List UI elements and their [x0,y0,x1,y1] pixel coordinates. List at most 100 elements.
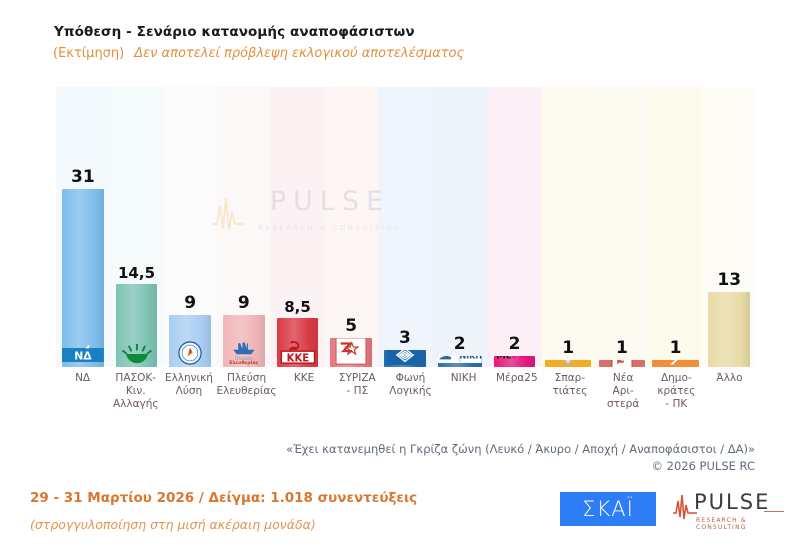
x-axis-label-line: Φωνή [395,372,426,384]
bar [652,360,699,367]
bar-value-label: 9 [184,293,197,314]
kke-logo: ΚΚΕ [277,341,319,367]
bar-column: 3 [378,87,432,367]
mera25-logo: Μέ ΡΑ 25 [494,355,536,367]
chart-plot-area: 31 ΝΔ 14,5 9 9 Πλεύση Ελευθερίας 8,5 ΚΚΕ 5 3 2 ΝΙΚΗ 2… [56,87,757,367]
bar [545,360,592,367]
x-axis-label-line: Ελληνική [164,372,213,384]
subtitle-row: (Εκτίμηση) Δεν αποτελεί πρόβλεψη εκλογικ… [53,46,464,61]
pasok-logo [116,341,158,367]
niki-logo: ΝΙΚΗ [437,355,482,367]
pulse-logo: PULSE RESEARCH & CONSULTING [672,491,784,531]
bar-value-label: 9 [237,293,250,314]
bar-value-label: 2 [508,333,521,354]
x-axis-label: Πλεύση Ελευθερίας [216,372,278,411]
bar-value-label: 31 [71,167,95,188]
x-axis-label-line: Μέρα25 [495,372,538,384]
x-axis-label: ΠΑΣΟΚ-Κιν. Αλλαγής [109,372,162,411]
x-axis-label-line: Λύση [175,385,203,398]
x-axis-labels: ΝΔ ΠΑΣΟΚ-Κιν. Αλλαγής Ελληνική Λύση Πλεύση Ελε… [56,372,756,411]
bar [708,292,751,367]
elliniki-lysi-logo [169,341,211,367]
bar-value-label: 5 [345,316,358,337]
svg-text:Μέ: Μέ [496,356,511,362]
grey-zone-note: «Έχει κατανεμηθεί η Γκρίζα ζώνη (Λευκό /… [286,442,755,456]
pulse-logo-rule [764,511,784,512]
nd-logo: ΝΔ [61,341,104,367]
x-axis-label-line: Άλλο [716,372,743,384]
x-axis-label: Σπαρ-τιάτες [543,372,596,411]
bar-value-label: 1 [669,338,682,358]
bar: Πλεύση Ελευθερίας [222,315,265,367]
x-axis-label: Νέα Αρι-στερά [597,372,650,411]
bar: ΝΙΚΗ [437,355,482,367]
disclaimer-text: Δεν αποτελεί πρόβλεψη εκλογικού αποτελέσ… [134,46,465,61]
x-axis-label-line: Αλλαγής [112,398,159,411]
bar-column: 13 [702,87,757,367]
foni-logikis-logo [384,349,426,367]
x-axis-label: ΚΚΕ [278,372,331,411]
bar: ΝΔ [61,189,104,367]
x-axis-label-line: Νέα [612,372,634,384]
x-axis-label-line: κράτες [657,385,696,398]
bar-column: 9 [163,87,218,367]
bar-column: 5 [324,87,379,367]
x-axis-label-line: Δημο- [660,372,692,384]
x-axis-label-line: - ΠΣ [346,385,369,398]
bar-column: 1 [541,87,596,367]
bar [330,338,373,367]
x-axis-label-line: ΣΥΡΙΖΑ [338,372,376,384]
x-axis-label: Δημο-κράτες - ΠΚ [650,372,703,411]
rounding-note: (στρογγυλοποίηση στη μισή ακέραιη μονάδα… [30,517,316,532]
x-axis-label-line: ΚΚΕ [293,372,315,384]
x-axis-label-line: Αρι- [612,385,634,398]
x-axis-label-line: Λογικής [389,385,432,398]
copyright-note: © 2026 PULSE RC [651,459,755,473]
bar-value-label: 1 [562,338,575,358]
spartiates-logo [555,360,581,367]
pleusi-eleftherias-logo: Πλεύση Ελευθερίας [223,341,265,367]
pulse-wave-icon-small [673,494,697,520]
page-title: Υπόθεση - Σενάριο κατανομής αναποφάσιστω… [54,24,415,40]
syriza-logo [330,338,372,367]
x-axis-label: Άλλο [703,372,756,411]
bar: Μέ ΡΑ 25 [493,355,536,367]
x-axis-label: Ελληνική Λύση [162,372,215,411]
svg-text:ΡΑ: ΡΑ [512,356,527,362]
x-axis-label-line: ΝΙΚΗ [450,372,477,384]
bar [598,360,645,367]
x-axis-label: ΝΔ [56,372,109,411]
svg-text:Ελευθερίας: Ελευθερίας [229,359,259,365]
svg-text:ΝΙΚΗ: ΝΙΚΗ [459,356,481,361]
bar-column: 9 Πλεύση Ελευθερίας [217,87,271,367]
x-axis-label-line: στερά [607,398,640,411]
bar-value-label: 13 [717,270,742,291]
bar: ΚΚΕ [276,318,319,367]
bar-value-label: 1 [615,338,628,358]
bar [383,349,426,367]
nea-aristera-logo [609,360,635,367]
svg-text:Πλεύση: Πλεύση [235,355,253,362]
x-axis-label-line: Πλεύση [226,372,267,384]
bar-value-label: 8,5 [284,298,311,317]
estimate-tag: (Εκτίμηση) [53,46,125,61]
svg-text:ΝΔ: ΝΔ [74,350,92,363]
bar-column: 1 [595,87,649,367]
bar-column: 2 ΝΙΚΗ [431,87,488,367]
bar-column: 14,5 [109,87,164,367]
bar [169,315,212,367]
bar-column: 2 Μέ ΡΑ 25 [487,87,542,367]
fieldwork-info: 29 - 31 Μαρτίου 2026 / Δείγμα: 1.018 συν… [30,490,418,506]
x-axis-label: ΣΥΡΙΖΑ - ΠΣ [331,372,384,411]
skai-logo-text: ΣΚΑΪ [582,497,634,521]
x-axis-label-line: - ΠΚ [665,398,688,411]
svg-text:ΚΚΕ: ΚΚΕ [286,353,309,364]
bar-value-label: 14,5 [118,263,156,282]
x-axis-label-line: Ελευθερίας [216,385,277,398]
x-axis-label: ΝΙΚΗ [437,372,490,411]
bar [115,283,158,367]
svg-text:25: 25 [525,356,535,362]
x-axis-label-line: ΝΔ [75,372,91,384]
x-axis-label: Μέρα25 [490,372,543,411]
